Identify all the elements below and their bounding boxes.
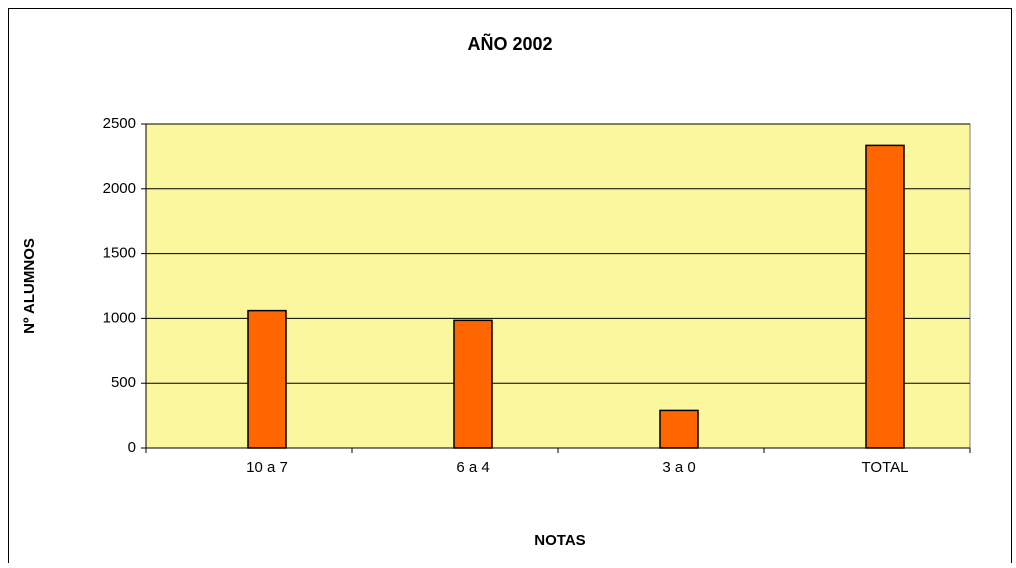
y-tick-label: 1500 [103, 245, 136, 262]
y-tick-label: 500 [111, 374, 136, 391]
y-axis-label: Nº ALUMNOS [21, 238, 38, 334]
x-tick-label: TOTAL [862, 459, 909, 476]
y-tick-label: 2000 [103, 180, 136, 197]
bar [247, 309, 287, 449]
y-tick-label: 0 [128, 439, 136, 456]
x-tick-label: 3 a 0 [662, 459, 695, 476]
y-tick-label: 2500 [103, 115, 136, 132]
bar [453, 319, 493, 449]
chart-title: AÑO 2002 [467, 33, 552, 54]
bar [865, 144, 905, 449]
y-tick-label: 1000 [103, 309, 136, 326]
bar [659, 409, 699, 449]
x-tick-label: 6 a 4 [456, 459, 489, 476]
x-tick-label: 10 a 7 [246, 459, 288, 476]
x-axis-label: NOTAS [534, 532, 585, 549]
